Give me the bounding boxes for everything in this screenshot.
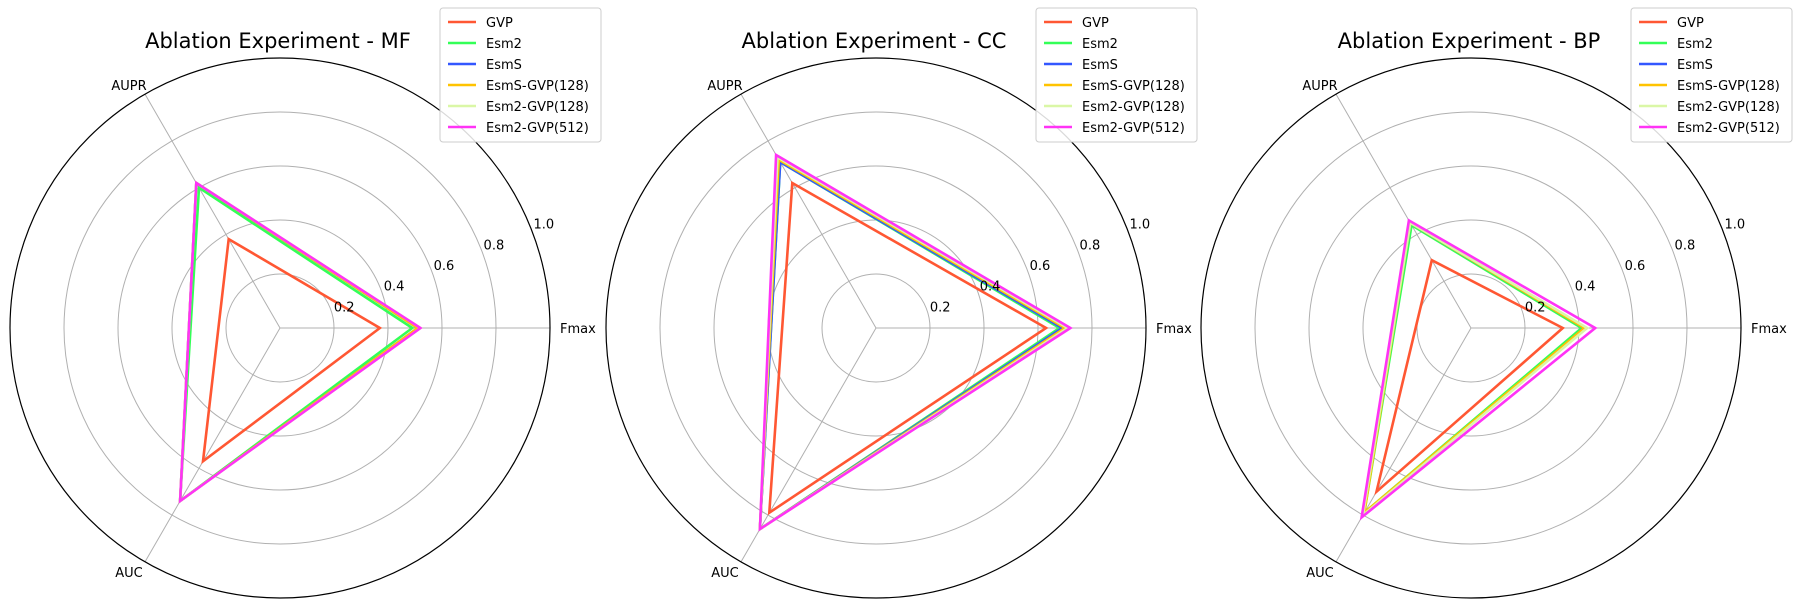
legend: GVP Esm2 EsmS EsmS-GVP(128) Esm2-GVP(128) Esm…: [439, 7, 602, 143]
legend-entry: Esm2-GVP(512): [1082, 121, 1185, 136]
series-line-esm2-gvp-512-: [1359, 218, 1598, 521]
axis-label-aupr: AUPR: [707, 79, 742, 94]
legend-entry: EsmS: [486, 58, 522, 73]
legend-entry: Esm2-GVP(512): [486, 121, 589, 136]
axis-label-fmax: Fmax: [560, 322, 596, 337]
radial-tick-label: 0.8: [484, 238, 505, 253]
radial-tick-label: 1.0: [533, 218, 554, 233]
series-line-gvp: [1374, 258, 1566, 496]
radial-tick-label: 0.6: [434, 259, 455, 274]
series-line-esm2-gvp-512-: [178, 180, 423, 504]
legend: GVP Esm2 EsmS EsmS-GVP(128) Esm2-GVP(128) Esm…: [1035, 7, 1198, 143]
grid-spoke: [1335, 93, 1472, 329]
grid-spoke: [740, 327, 877, 563]
grid-spoke: [1335, 327, 1472, 563]
legend-entry: Esm2-GVP(512): [1677, 121, 1780, 136]
legend-entry: Esm2-GVP(128): [1082, 100, 1185, 115]
polar-frame: [605, 57, 1147, 599]
radial-tick-label: 0.8: [1080, 238, 1101, 253]
axis-label-auc: AUC: [115, 566, 143, 581]
radial-tick-label: 0.2: [1525, 300, 1546, 315]
legend-box: [1630, 7, 1793, 143]
legend-entry: EsmS: [1082, 58, 1118, 73]
legend-box: [1035, 7, 1198, 143]
legend-box: [439, 7, 602, 143]
series-line-gvp: [201, 236, 383, 465]
legend-entry: EsmS-GVP(128): [486, 79, 589, 94]
series-line-esm2-gvp-128-: [1361, 220, 1590, 519]
legend-entry: EsmS-GVP(128): [1677, 79, 1780, 94]
legend-entry: GVP: [486, 16, 513, 31]
radial-tick-label: 0.4: [980, 280, 1001, 295]
axis-label-aupr: AUPR: [1302, 79, 1337, 94]
radar-chart-2: 0.2 0.4 0.6 0.8 1.0 Fmax AUPR AUC Ablation Exper…: [605, 7, 1198, 599]
axis-label-auc: AUC: [711, 566, 739, 581]
radar-chart-1: 0.2 0.4 0.6 0.8 1.0 Fmax AUPR AUC Ablation Exper…: [9, 7, 602, 599]
series-line-gvp: [767, 180, 1049, 516]
chart-title: Ablation Experiment - MF: [145, 29, 411, 53]
radar-chart-3: 0.2 0.4 0.6 0.8 1.0 Fmax AUPR AUC Ablation Exper…: [1200, 7, 1793, 599]
radial-tick-label: 1.0: [1129, 218, 1150, 233]
legend-entry: Esm2-GVP(128): [486, 100, 589, 115]
radial-tick-label: 0.6: [1625, 259, 1646, 274]
legend: GVP Esm2 EsmS EsmS-GVP(128) Esm2-GVP(128) Esm…: [1630, 7, 1793, 143]
radial-tick-label: 0.8: [1675, 238, 1696, 253]
series-line-esm2-gvp-512-: [758, 152, 1073, 532]
radial-tick-label: 0.2: [334, 300, 355, 315]
legend-entry: Esm2: [1082, 37, 1118, 52]
legend-entry: EsmS-GVP(128): [1082, 79, 1185, 94]
grid-spoke: [144, 327, 281, 563]
radial-tick-label: 0.6: [1030, 259, 1051, 274]
series-line-esm2: [178, 185, 415, 504]
axis-label-aupr: AUPR: [111, 79, 146, 94]
radial-tick-label: 0.2: [930, 300, 951, 315]
polar-frame: [9, 57, 551, 599]
axis-label-auc: AUC: [1306, 566, 1334, 581]
legend-entry: Esm2: [1677, 37, 1713, 52]
axis-label-fmax: Fmax: [1156, 322, 1192, 337]
radial-tick-label: 0.4: [384, 280, 405, 295]
radial-tick-label: 0.4: [1575, 280, 1596, 295]
legend-entry: GVP: [1677, 16, 1704, 31]
grid-spoke: [740, 93, 877, 329]
chart-title: Ablation Experiment - CC: [742, 29, 1007, 53]
legend-entry: EsmS: [1677, 58, 1713, 73]
axis-label-fmax: Fmax: [1751, 322, 1787, 337]
chart-title: Ablation Experiment - BP: [1338, 29, 1601, 53]
radial-tick-label: 1.0: [1724, 218, 1745, 233]
legend-entry: GVP: [1082, 16, 1109, 31]
grid-spoke: [144, 93, 281, 329]
legend-entry: Esm2: [486, 37, 522, 52]
legend-entry: Esm2-GVP(128): [1677, 100, 1780, 115]
polar-frame: [1200, 57, 1742, 599]
